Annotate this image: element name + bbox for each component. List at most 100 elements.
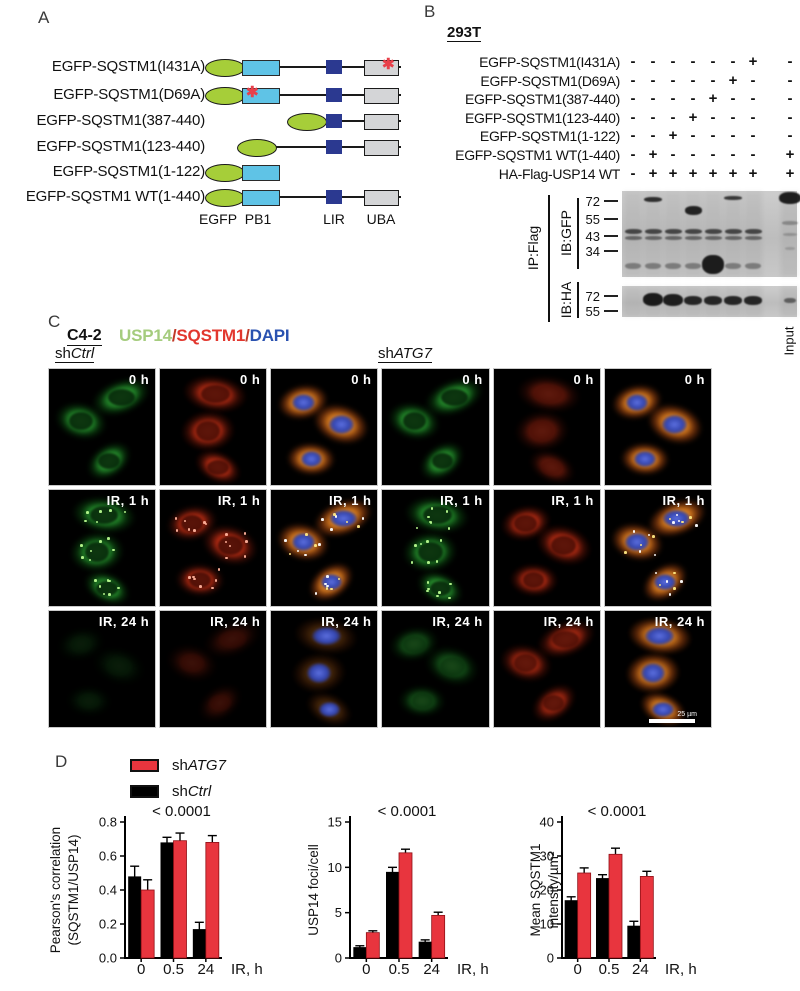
cell-line-c42: C4-2 [67, 327, 102, 346]
chart-legend: shATG7 shCtrl [130, 757, 226, 800]
p-value: < 0.0001 [588, 803, 647, 820]
cell-nucleus [96, 580, 118, 596]
cell-nucleus [418, 542, 443, 562]
plus-minus-sign: + [688, 165, 698, 182]
focus-dot [439, 539, 443, 542]
focus-dot [217, 568, 221, 571]
focus-dot [647, 533, 651, 537]
focus-dot [410, 561, 414, 564]
y-tick-label: 0.8 [99, 815, 117, 830]
cell-nucleus [654, 574, 676, 590]
cell-nucleus [429, 580, 452, 596]
cell-nucleus [98, 453, 120, 469]
plus-minus-sign: - [690, 72, 696, 89]
focus-dot [357, 525, 360, 528]
micrograph-time-label: IR, 1 h [217, 493, 261, 508]
plus-minus-sign: - [650, 90, 656, 107]
chart-sqstm1-intensity: 0 10 20 30 40 0 0.5 24 < 0.0001 IR, h Mean SQSTM1 i… [528, 790, 785, 986]
x-category-label: 0 [362, 961, 370, 978]
bar-shATG7 [608, 853, 623, 959]
mw-marker-dash [604, 295, 618, 297]
plus-minus-sign: + [728, 165, 738, 182]
plus-minus-sign: - [690, 127, 696, 144]
bar-shCtrl [596, 878, 609, 958]
micrograph-time-label: 0 h [573, 372, 594, 387]
focus-dot [112, 548, 115, 552]
focus-dot [448, 582, 452, 586]
legend-row-shatg7: shATG7 [130, 757, 226, 774]
focus-dot [330, 587, 334, 591]
focus-dot [652, 534, 655, 538]
focus-dot [304, 553, 308, 557]
focus-dot [333, 513, 337, 517]
micrograph-cell: 0 h [603, 368, 712, 486]
focus-dot [419, 542, 423, 546]
cell-nucleus [329, 509, 357, 527]
domain-label: LIR [323, 211, 345, 227]
focus-dot [214, 579, 218, 583]
mw-marker-dash [604, 250, 618, 252]
y-tick-label: 30 [540, 849, 554, 864]
micrograph-time-label: IR, 24 h [98, 614, 150, 629]
cell-line-293t: 293T [447, 24, 482, 42]
protein-band [702, 255, 724, 274]
focus-dot [321, 518, 324, 522]
plus-minus-sign: - [787, 109, 793, 126]
ib-gfp-blot [622, 191, 800, 277]
backbone-line [241, 94, 401, 96]
y-tick-label: 20 [540, 883, 554, 898]
antibody-row-label: EGFP-SQSTM1(D69A) [480, 73, 620, 89]
focus-dot [193, 528, 196, 532]
cell-nucleus [69, 412, 93, 430]
plus-minus-sign: - [787, 72, 793, 89]
focus-dot [108, 593, 111, 596]
micrograph-time-label: IR, 1 h [328, 493, 372, 508]
uba-domain [364, 60, 399, 76]
micrograph-time-label: 0 h [128, 372, 150, 387]
focus-dot [98, 585, 102, 588]
focus-dot [680, 580, 684, 583]
focus-dot [102, 592, 106, 596]
focus-dot [448, 596, 451, 600]
cell-nucleus [439, 656, 466, 676]
micrograph-cell: IR, 1 h [270, 489, 379, 607]
gene-atg7: ATG7 [187, 757, 226, 774]
cell-nucleus [540, 459, 563, 475]
bar-shCtrl [192, 929, 206, 958]
protein-band [785, 247, 795, 250]
focus-dot [435, 594, 439, 598]
plus-minus-sign: - [710, 109, 716, 126]
plus-minus-sign: - [690, 146, 696, 163]
lane-smear [624, 286, 642, 317]
cell-nucleus [423, 506, 452, 524]
plus-minus-sign: + [668, 127, 678, 144]
plus-minus-sign: - [750, 72, 756, 89]
x-axis-label: IR, h [457, 961, 489, 978]
x-category-label: 0.5 [163, 961, 184, 978]
antibody-row-label: EGFP-SQSTM1(I431A) [479, 54, 620, 70]
ib-ha-blot [622, 286, 799, 317]
construct-name: EGFP-SQSTM1 WT(1-440) [25, 188, 205, 205]
protein-band [625, 263, 641, 269]
plus-minus-sign: - [670, 53, 676, 70]
lane-smear [781, 191, 799, 277]
stain-title: USP14/SQSTM1/DAPI [119, 326, 290, 346]
focus-dot [624, 551, 628, 554]
focus-dot [108, 579, 111, 583]
protein-band [645, 263, 661, 269]
micrograph-cell: 0 h [48, 368, 157, 486]
micrograph-cell: IR, 24 h [159, 610, 268, 728]
focus-dot [225, 533, 228, 536]
mw-marker-dash [604, 310, 618, 312]
focus-dot [445, 510, 449, 513]
plus-minus-sign: - [750, 90, 756, 107]
uba-domain [364, 140, 399, 156]
plus-minus-sign: - [630, 127, 636, 144]
cell-nucleus [403, 635, 426, 653]
y-axis-label: Pearson's correlation [48, 827, 63, 953]
micrograph-grid: 0 h 0 h 0 h 0 h 0 h 0 h IR, 1 h IR, 1 h IR, 1 h I… [48, 368, 712, 728]
antibody-row-label: EGFP-SQSTM1 WT(1-440) [455, 147, 620, 163]
focus-dot [675, 513, 679, 517]
cell-nucleus [552, 630, 580, 648]
focus-dot [305, 533, 308, 536]
